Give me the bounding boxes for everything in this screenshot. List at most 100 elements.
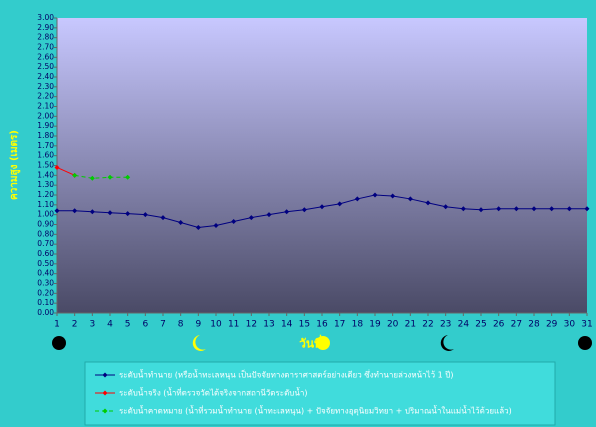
y-tick-label: 0.60 <box>37 249 54 258</box>
data-point <box>213 222 219 228</box>
data-point <box>407 196 413 202</box>
data-point <box>231 219 237 225</box>
y-tick-label: 0.20 <box>37 288 54 297</box>
data-point <box>142 212 148 218</box>
data-point <box>531 206 537 212</box>
plot-area <box>57 18 587 313</box>
x-tick-label: 10 <box>210 320 222 330</box>
legend-label: ระดับน้ำคาดหมาย (น้ำที่รวมน้ำทำนาย (น้ำท… <box>119 405 512 416</box>
x-tick-label: 12 <box>246 320 257 330</box>
y-tick-label: 2.70 <box>37 43 54 52</box>
x-tick-label: 5 <box>125 320 131 330</box>
data-point <box>160 215 166 221</box>
data-point <box>390 193 396 199</box>
y-tick-label: 0.40 <box>37 269 54 278</box>
x-tick-label: 20 <box>387 320 399 330</box>
x-tick-label: 28 <box>528 320 540 330</box>
data-point <box>301 207 307 213</box>
x-tick-label: 13 <box>263 320 274 330</box>
y-tick-label: 0.00 <box>37 308 54 317</box>
y-tick-label: 2.40 <box>37 72 54 81</box>
legend-marker <box>102 372 108 378</box>
data-point <box>72 172 78 178</box>
y-tick-label: 1.20 <box>37 190 54 199</box>
data-point <box>107 174 113 180</box>
x-tick-label: 22 <box>422 320 433 330</box>
data-point <box>248 215 254 221</box>
y-tick-label: 0.90 <box>37 220 54 229</box>
crescent-icon <box>440 335 454 351</box>
x-tick-label: 1 <box>54 320 60 330</box>
y-axis-label: ความสูง (เมตร) <box>9 130 21 200</box>
x-tick-label: 7 <box>160 320 166 330</box>
legend-label: ระดับน้ำจริง (น้ำที่ตรวจวัดได้จริงจากสถา… <box>119 387 307 398</box>
x-tick-label: 18 <box>352 320 364 330</box>
data-point <box>107 210 113 216</box>
data-point <box>319 204 325 210</box>
data-point <box>566 206 572 212</box>
x-tick-label: 30 <box>564 320 576 330</box>
y-tick-label: 2.60 <box>37 52 54 61</box>
legend <box>84 361 556 426</box>
data-point <box>72 208 78 214</box>
x-tick-label: 8 <box>178 320 184 330</box>
y-tick-label: 1.80 <box>37 131 54 140</box>
x-tick-label: 27 <box>511 320 522 330</box>
y-tick-label: 2.30 <box>37 82 54 91</box>
y-tick-label: 2.80 <box>37 33 54 42</box>
x-tick-label: 29 <box>546 320 558 330</box>
y-tick-label: 1.50 <box>37 161 54 170</box>
y-tick-label: 2.00 <box>37 111 54 120</box>
x-tick-label: 2 <box>72 320 78 330</box>
data-point <box>496 206 502 212</box>
y-tick-label: 2.50 <box>37 62 54 71</box>
x-tick-label: 14 <box>281 320 293 330</box>
data-point <box>178 220 184 226</box>
x-tick-label: 24 <box>458 320 470 330</box>
y-tick-label: 0.30 <box>37 279 54 288</box>
x-tick-label: 11 <box>228 320 239 330</box>
data-point <box>266 212 272 218</box>
data-point <box>89 175 95 181</box>
data-point <box>584 206 590 212</box>
series-line <box>74 174 128 179</box>
y-tick-label: 0.50 <box>37 259 54 268</box>
data-point <box>549 206 555 212</box>
x-tick-label: 31 <box>581 320 592 330</box>
y-tick-label: 2.20 <box>37 92 54 101</box>
data-point <box>54 208 60 214</box>
legend-marker <box>102 408 108 414</box>
data-point <box>354 196 360 202</box>
legend-marker <box>102 390 108 396</box>
data-point <box>125 174 131 180</box>
x-tick-label: 15 <box>299 320 310 330</box>
y-tick-label: 1.30 <box>37 180 54 189</box>
data-point <box>54 164 60 170</box>
data-point <box>425 200 431 206</box>
x-tick-label: 26 <box>493 320 505 330</box>
data-point <box>460 206 466 212</box>
new-moon-icon <box>52 336 66 350</box>
y-tick-label: 2.10 <box>37 102 54 111</box>
x-axis-label: วันที่ <box>299 335 322 351</box>
x-tick-label: 25 <box>475 320 486 330</box>
legend-label: ระดับน้ำทำนาย (หรือน้ำทะเลหนุน เป็นปัจจั… <box>119 369 453 380</box>
x-tick-label: 9 <box>195 320 201 330</box>
data-point <box>89 209 95 215</box>
data-point <box>513 206 519 212</box>
data-point <box>284 209 290 215</box>
data-point <box>478 207 484 213</box>
y-tick-label: 0.80 <box>37 229 54 238</box>
y-tick-label: 0.10 <box>37 298 54 307</box>
x-tick-label: 19 <box>369 320 381 330</box>
y-tick-label: 2.90 <box>37 23 54 32</box>
full-moon-icon <box>316 336 330 350</box>
crescent-icon <box>192 335 206 351</box>
x-tick-label: 21 <box>405 320 416 330</box>
y-tick-label: 1.40 <box>37 170 54 179</box>
x-tick-label: 3 <box>89 320 95 330</box>
y-tick-label: 0.70 <box>37 239 54 248</box>
data-point <box>125 211 131 217</box>
y-tick-label: 1.70 <box>37 141 54 150</box>
